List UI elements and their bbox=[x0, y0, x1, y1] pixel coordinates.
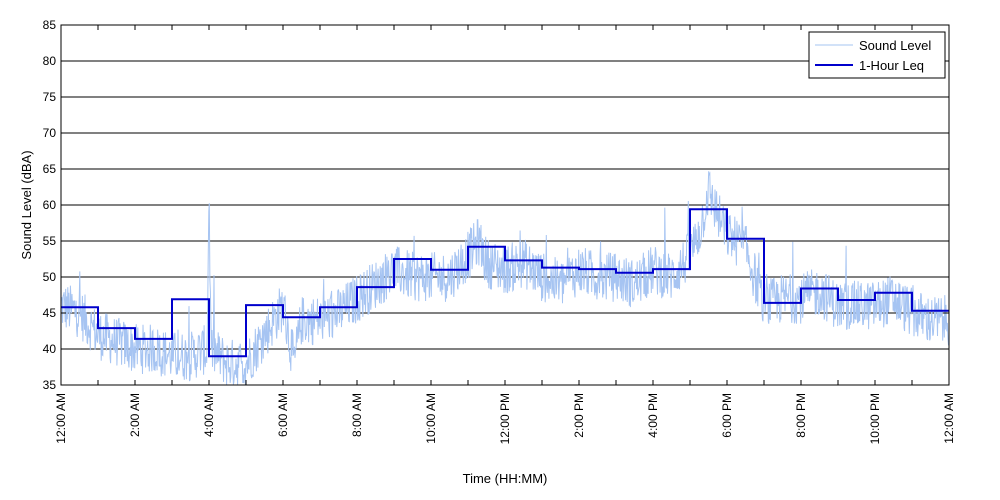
x-tick-label: 12:00 PM bbox=[498, 393, 512, 444]
y-tick-label: 40 bbox=[43, 342, 57, 356]
x-tick-label: 10:00 AM bbox=[424, 393, 438, 444]
x-tick-label: 2:00 PM bbox=[572, 393, 586, 438]
y-tick-label: 65 bbox=[43, 162, 57, 176]
x-tick-label: 2:00 AM bbox=[128, 393, 142, 437]
x-tick-label: 10:00 PM bbox=[868, 393, 882, 444]
y-tick-label: 35 bbox=[43, 378, 57, 392]
legend-entry-1-hour-leq: 1-Hour Leq bbox=[859, 58, 924, 73]
x-axis-ticks: 12:00 AM 2:00 AM 4:00 AM 6:00 AM 8:00 AM 10:0… bbox=[54, 25, 956, 444]
x-tick-label: 8:00 PM bbox=[794, 393, 808, 438]
x-tick-label: 12:00 AM bbox=[942, 393, 956, 444]
y-tick-label: 80 bbox=[43, 54, 57, 68]
y-tick-label: 85 bbox=[43, 18, 57, 32]
leq-step-line bbox=[61, 208, 949, 358]
sound-level-line bbox=[60, 171, 950, 386]
y-tick-label: 45 bbox=[43, 306, 57, 320]
x-axis-label: Time (HH:MM) bbox=[463, 471, 548, 486]
x-tick-label: 12:00 AM bbox=[54, 393, 68, 444]
y-tick-label: 55 bbox=[43, 234, 57, 248]
x-tick-label: 8:00 AM bbox=[350, 393, 364, 437]
x-tick-label: 6:00 AM bbox=[276, 393, 290, 437]
x-tick-label: 6:00 PM bbox=[720, 393, 734, 438]
series-sound-level bbox=[60, 171, 950, 386]
x-tick-label: 4:00 PM bbox=[646, 393, 660, 438]
y-tick-label: 70 bbox=[43, 126, 57, 140]
y-tick-label: 50 bbox=[43, 270, 57, 284]
y-axis-label: Sound Level (dBA) bbox=[19, 150, 34, 259]
y-tick-label: 75 bbox=[43, 90, 57, 104]
series-1-hour-leq bbox=[61, 208, 949, 358]
x-tick-label: 4:00 AM bbox=[202, 393, 216, 437]
legend-box bbox=[808, 31, 946, 79]
legend-entry-sound-level: Sound Level bbox=[859, 38, 931, 53]
legend: Sound Level 1-Hour Leq bbox=[808, 31, 946, 79]
y-tick-label: 60 bbox=[43, 198, 57, 212]
y-axis-ticks: 35 40 45 50 55 60 65 70 75 80 85 bbox=[43, 18, 949, 392]
